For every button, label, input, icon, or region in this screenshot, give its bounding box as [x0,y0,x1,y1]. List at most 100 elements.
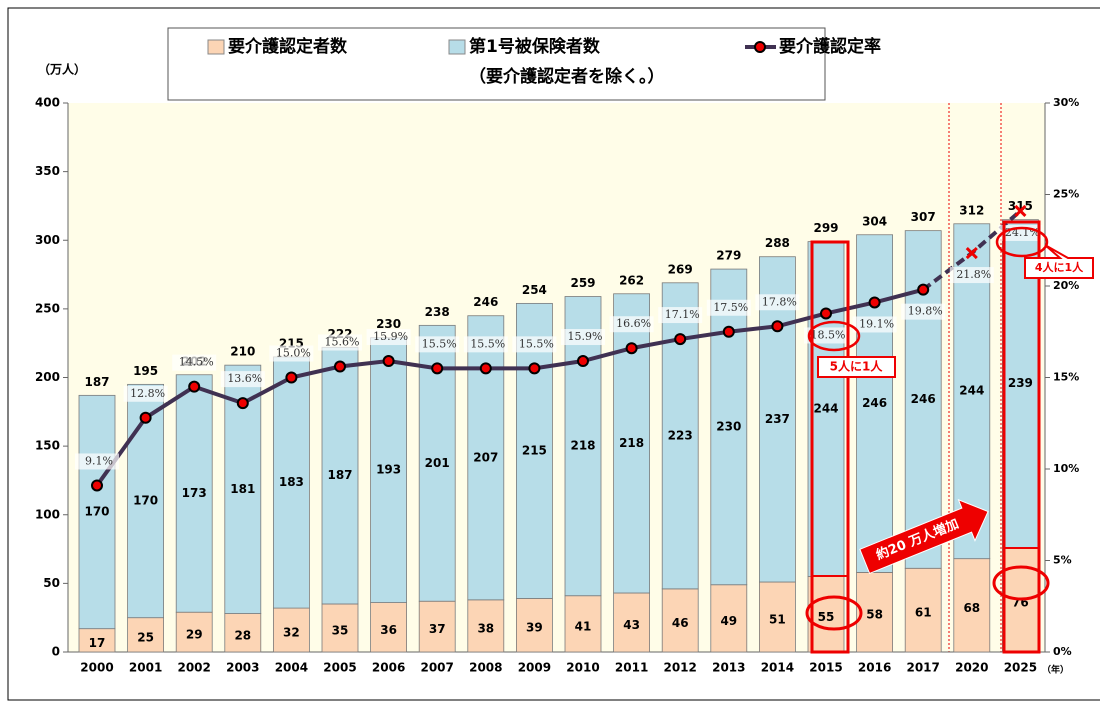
rate-label-bg [658,307,703,324]
x-tick-label: 2002 [177,661,210,675]
rate-label: 14.5% [179,356,214,369]
bar-label: 170 [133,494,158,508]
x-tick-label: 2013 [712,661,745,675]
rate-label: 15.6% [325,336,360,349]
rate-marker [431,362,444,375]
rate-marker [674,333,687,346]
x-tick-label: 2006 [372,661,405,675]
rate-marker [771,320,784,333]
bar-segment [127,617,164,653]
x-tick-label: 2014 [761,661,794,675]
x-tick-label: 2004 [275,661,308,675]
bar-label: 237 [765,412,790,426]
bar-label: 28 [234,628,251,642]
bar-segment [953,558,991,653]
rate-line [95,287,924,487]
bar-label: 32 [283,626,300,640]
bar-label: 246 [862,396,887,410]
rate-marker [479,362,492,375]
legend-swatch [207,39,225,55]
annotation-box [817,356,896,378]
bar-segment [564,595,602,653]
bar-label: 207 [473,450,498,464]
bar-label: 218 [619,436,644,450]
y2-tick-label: 15% [1053,371,1079,384]
x-tick-label: 2009 [518,661,551,675]
legend [167,27,826,101]
legend-label: 要介護認定者数 [228,36,348,57]
bar-segment [856,571,893,653]
bar-label: 170 [84,505,109,519]
rate-marker [382,355,395,368]
unit-label: （万人） [38,62,86,77]
x-tick-label: 2016 [858,661,891,675]
legend-label: 第1号被保険者数 [469,36,601,57]
highlight-box [810,240,850,654]
rate-label: 15.5% [470,337,505,350]
rate-label-bg [755,294,800,311]
highlight-circle [992,565,1050,601]
bar-segment [418,600,456,653]
bar-label: 218 [570,439,595,453]
rate-marker [965,246,978,260]
total-label: 259 [570,276,595,290]
bar-segment [904,567,942,653]
bar-label: 215 [522,443,547,457]
bar-segment [516,598,553,653]
plot-area [68,103,1045,652]
bar-label: 17 [89,636,106,650]
rate-marker [139,411,152,424]
rate-label-bg [220,371,265,388]
total-label: 299 [813,221,838,235]
rate-marker [722,325,735,338]
bar-label: 58 [866,608,883,622]
x-tick-label: 2003 [226,661,259,675]
bar-label: 61 [915,606,932,620]
bar-label: 41 [575,619,592,633]
highlight-circle [807,320,861,352]
bar-label: 68 [963,601,980,615]
total-label: 307 [911,210,936,224]
rate-label-bg [75,453,119,470]
bar-label: 181 [230,482,255,496]
bar-label: 35 [332,623,349,637]
y2-tick-label: 10% [1053,462,1079,475]
bar-segment [370,337,408,603]
bar-segment [175,374,213,613]
annotation-callout [1024,244,1094,279]
bar-segment [321,603,359,653]
rate-label: 19.8% [908,305,943,318]
rate-label-bg [609,316,654,333]
y-tick-label: 100 [35,507,60,521]
rate-marker [1014,204,1027,218]
total-label: 238 [425,305,450,319]
rate-label-bg [804,327,848,344]
rate-label: 15.9% [373,330,408,343]
bar-label: 244 [813,402,838,416]
x-tick-label: 2025 [1004,661,1037,675]
rate-label-bg [366,329,411,346]
legend-marker [754,41,766,53]
x-tick-label: 2010 [566,661,599,675]
total-label: 246 [473,295,498,309]
x-tick-label: 2000 [80,661,113,675]
total-label: 312 [959,203,984,217]
highlight-circle [995,226,1049,258]
rate-marker [285,371,298,384]
bar-segment [807,241,845,577]
bar-label: 246 [911,392,936,406]
rate-marker [188,380,201,393]
rate-label: 9.1% [85,454,113,467]
annotation: 5人に1人 [830,359,884,374]
total-label: 269 [668,262,693,276]
frame [7,7,1100,701]
rate-label-bg [561,329,605,346]
rate-label: 15.9% [568,330,603,343]
annotation-arrow [859,498,989,575]
total-label: 254 [522,283,547,297]
bar-segment [516,302,553,599]
x-tick-label: 2012 [663,661,696,675]
bar-label: 43 [623,618,640,632]
legend-label: 要介護認定率 [779,36,881,57]
y-tick-label: 300 [35,233,60,247]
